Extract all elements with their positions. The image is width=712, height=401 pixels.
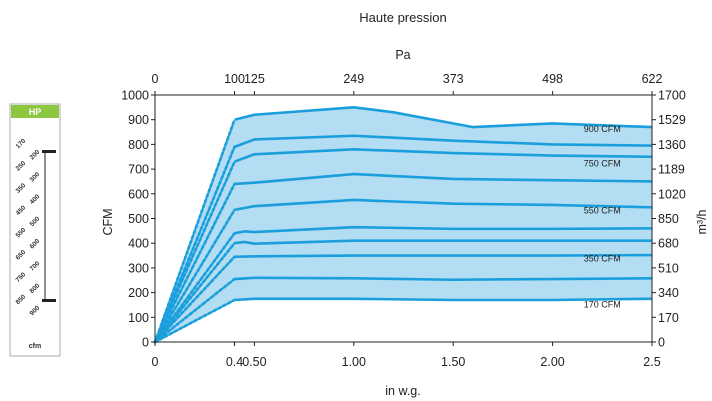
x2-tick-label: 249 — [343, 72, 364, 86]
fan-curve-5 — [234, 225, 653, 235]
fan-curve-2 — [234, 276, 653, 282]
hp-gauge: HP cfm 170200250300350400450500550600650… — [9, 103, 61, 357]
x-tick-label: 1.00 — [342, 355, 366, 369]
curve-annotation: 750 CFM — [584, 159, 621, 169]
y2-axis-label: m³/h — [695, 209, 709, 234]
y-tick-label: 500 — [128, 212, 149, 226]
dashed-curve-10 — [153, 118, 236, 344]
fan-curve-9 — [234, 134, 653, 149]
y-tick-label: 800 — [128, 138, 149, 152]
fan-curve-4 — [234, 239, 652, 245]
y-tick-label: 900 — [128, 113, 149, 127]
y-tick-label: 1000 — [121, 89, 149, 103]
y2-tick-label: 510 — [658, 261, 679, 275]
x-tick-label: 1.50 — [441, 355, 465, 369]
operating-range-area — [155, 107, 652, 342]
dashed-curve-4 — [153, 241, 236, 344]
y-axis-label: CFM — [101, 208, 115, 235]
dashed-curve-2 — [153, 277, 236, 344]
y2-tick-label: 850 — [658, 212, 679, 226]
fan-curve-3 — [234, 253, 653, 259]
gauge-header-label: HP — [29, 107, 42, 117]
x2-axis-label: Pa — [395, 48, 410, 62]
y2-tick-label: 1360 — [658, 138, 686, 152]
curve-annotation: 170 CFM — [584, 299, 621, 309]
y2-tick-label: 680 — [658, 237, 679, 251]
x2-tick-label: 498 — [542, 72, 563, 86]
curve-annotation: 900 CFM — [584, 124, 621, 134]
y-tick-label: 200 — [128, 286, 149, 300]
curve-annotation: 350 CFM — [584, 254, 621, 264]
dashed-curve-6 — [153, 208, 236, 344]
fan-curve-7 — [234, 172, 653, 186]
y-tick-label: 400 — [128, 237, 149, 251]
x-tick-label: 2.00 — [540, 355, 564, 369]
x-tick-label: 0 — [152, 355, 159, 369]
dashed-curve-7 — [153, 182, 236, 344]
y2-tick-label: 1020 — [658, 187, 686, 201]
y2-tick-label: 1700 — [658, 89, 686, 103]
dashed-curve-1 — [153, 298, 236, 344]
y2-tick-label: 0 — [658, 336, 665, 350]
fan-curve-10 — [234, 106, 653, 129]
y2-tick-label: 170 — [658, 311, 679, 325]
gauge-marker-bottom — [42, 299, 56, 302]
gauge-frame — [9, 103, 61, 357]
x2-tick-label: 125 — [244, 72, 265, 86]
x-tick-label: 2.5 — [643, 355, 660, 369]
gauge-header — [11, 105, 59, 118]
fan-curve-6 — [234, 198, 653, 212]
x2-tick-label: 373 — [443, 72, 464, 86]
x2-tick-label: 100 — [224, 72, 245, 86]
y2-tick-label: 1529 — [658, 113, 686, 127]
dashed-curve-5 — [153, 232, 236, 344]
gauge-marker-top — [42, 150, 56, 153]
chart-title: Haute pression — [359, 10, 446, 25]
y-tick-label: 0 — [142, 336, 149, 350]
y-tick-label: 100 — [128, 311, 149, 325]
fan-curve-1 — [234, 297, 653, 302]
y2-tick-label: 1189 — [658, 163, 685, 177]
x2-tick-label: 622 — [642, 72, 663, 86]
dashed-curve-3 — [153, 255, 236, 344]
x2-tick-label: 0 — [152, 72, 159, 86]
dashed-curve-9 — [153, 145, 236, 344]
y-tick-label: 700 — [128, 163, 149, 177]
x-tick-label: 0.50 — [242, 355, 266, 369]
y2-tick-label: 340 — [658, 286, 679, 300]
fan-curve-8 — [234, 148, 653, 163]
x-axis-label: in w.g. — [385, 384, 420, 398]
y-tick-label: 600 — [128, 187, 149, 201]
gauge-footer-label: cfm — [29, 343, 41, 350]
y-tick-label: 300 — [128, 261, 149, 275]
x-tick-label: 0.4 — [226, 355, 243, 369]
curve-annotation: 550 CFM — [584, 206, 621, 216]
